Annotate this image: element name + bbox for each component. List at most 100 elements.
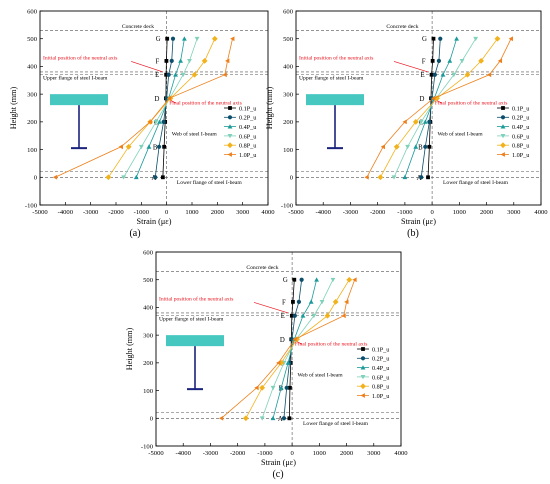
x-tick-label: -2000 [230, 450, 246, 457]
data-point [225, 58, 230, 64]
y-tick-label: 100 [283, 147, 294, 154]
data-point [162, 144, 167, 149]
data-point [451, 72, 457, 78]
data-point [380, 144, 386, 150]
plot-frame [39, 10, 269, 206]
y-tick-label: 0 [290, 175, 294, 182]
data-point [419, 175, 424, 180]
data-point [341, 313, 346, 319]
legend-label: 0.8P_u [372, 384, 389, 391]
y-tick-label: 600 [143, 249, 154, 256]
data-point [427, 144, 432, 149]
data-point [352, 277, 357, 283]
data-point [508, 36, 513, 42]
legend-label: 0.4P_u [372, 365, 389, 372]
initial-axis-arrow [253, 302, 289, 314]
x-tick-label: 0 [290, 450, 294, 457]
data-point [332, 298, 339, 305]
legend-label: 0.1P_u [512, 105, 529, 112]
data-point [464, 71, 471, 78]
point-label-F: F [282, 299, 286, 306]
data-point [319, 299, 325, 305]
legend-marker [500, 124, 506, 129]
x-tick-label: -4000 [316, 209, 332, 216]
data-point [296, 299, 302, 304]
legend-label: 0.4P_u [512, 124, 529, 131]
data-point [153, 119, 159, 125]
data-point [402, 174, 408, 180]
y-tick-label: -100 [141, 443, 154, 450]
x-tick-label: 2000 [480, 209, 494, 216]
y-tick-label: 600 [27, 8, 38, 15]
x-tick-label: -4000 [176, 450, 192, 457]
data-point [105, 174, 112, 181]
plot-frame [295, 10, 542, 206]
data-point [292, 336, 297, 342]
annotation-upper-flange: Upper flange of steel I-beam [159, 315, 224, 322]
data-point [423, 144, 428, 149]
y-tick-label: 500 [143, 277, 154, 284]
y-axis-title: Height (mm) [9, 86, 18, 129]
initial-axis-arrow [131, 61, 163, 73]
data-point [346, 276, 353, 283]
annotation-concrete-deck: Concrete deck [246, 265, 278, 271]
data-point [187, 58, 192, 64]
legend-label: 0.1P_u [239, 105, 256, 112]
legend-marker [361, 347, 365, 351]
x-tick-label: 2000 [211, 209, 225, 216]
series-line-0_4P_u [135, 38, 185, 178]
legend-marker [500, 134, 506, 139]
point-label-A: A [417, 175, 422, 182]
data-point [300, 313, 306, 318]
data-point [161, 119, 166, 124]
data-point [194, 36, 200, 42]
data-point [494, 35, 501, 42]
data-point [180, 72, 186, 78]
y-tick-label: 600 [283, 8, 294, 15]
x-tick-label: 2000 [340, 450, 354, 457]
y-tick-label: 100 [27, 147, 38, 154]
data-point [413, 144, 419, 149]
annotation-initial-neutral-axis: Initial position of the neutral axis [43, 55, 117, 62]
x-tick-label: -3000 [203, 450, 219, 457]
data-point [165, 36, 170, 41]
legend-label: 0.2P_u [239, 115, 256, 122]
data-point [278, 385, 284, 390]
x-tick-label: -2000 [108, 209, 124, 216]
point-label-B: B [153, 144, 158, 151]
annotation-lower-flange: Lower flange of steel I-beam [177, 179, 243, 186]
legend-label: 0.8P_u [239, 143, 256, 150]
data-point [429, 72, 434, 77]
data-point [292, 277, 297, 282]
data-point [308, 299, 314, 304]
y-tick-label: 500 [283, 36, 294, 43]
x-tick-label: 4000 [534, 209, 548, 216]
data-point [276, 360, 281, 366]
legend-label: 0.4P_u [239, 124, 256, 131]
data-point [287, 416, 292, 421]
data-point [156, 144, 162, 149]
x-axis-title: Strain (με) [401, 217, 436, 226]
legend-marker [360, 375, 366, 380]
series-line-0_4P_u [272, 279, 317, 419]
data-point [432, 72, 437, 77]
point-label-D: D [280, 337, 285, 344]
data-point [344, 299, 349, 305]
y-tick-label: -100 [281, 202, 294, 209]
data-point [459, 58, 465, 64]
data-point [497, 58, 503, 64]
slab-inset [50, 94, 108, 106]
data-point [254, 385, 259, 391]
annotation-initial-neutral-axis: Initial position of the neutral axis [159, 296, 233, 303]
chart-panel-3: -5000 -4000 -3000 -2000 -1000 0 1000 2000 3000 40… [125, 249, 408, 480]
legend-label: 1.0P_u [372, 393, 389, 400]
point-label-D: D [420, 96, 425, 103]
series-line-0_4P_u [404, 38, 457, 178]
data-point [138, 144, 144, 150]
data-point [191, 71, 198, 78]
x-tick-label: 4000 [261, 209, 275, 216]
data-point [182, 36, 187, 41]
data-point [146, 144, 152, 149]
data-point [393, 143, 400, 150]
data-point [222, 72, 227, 78]
